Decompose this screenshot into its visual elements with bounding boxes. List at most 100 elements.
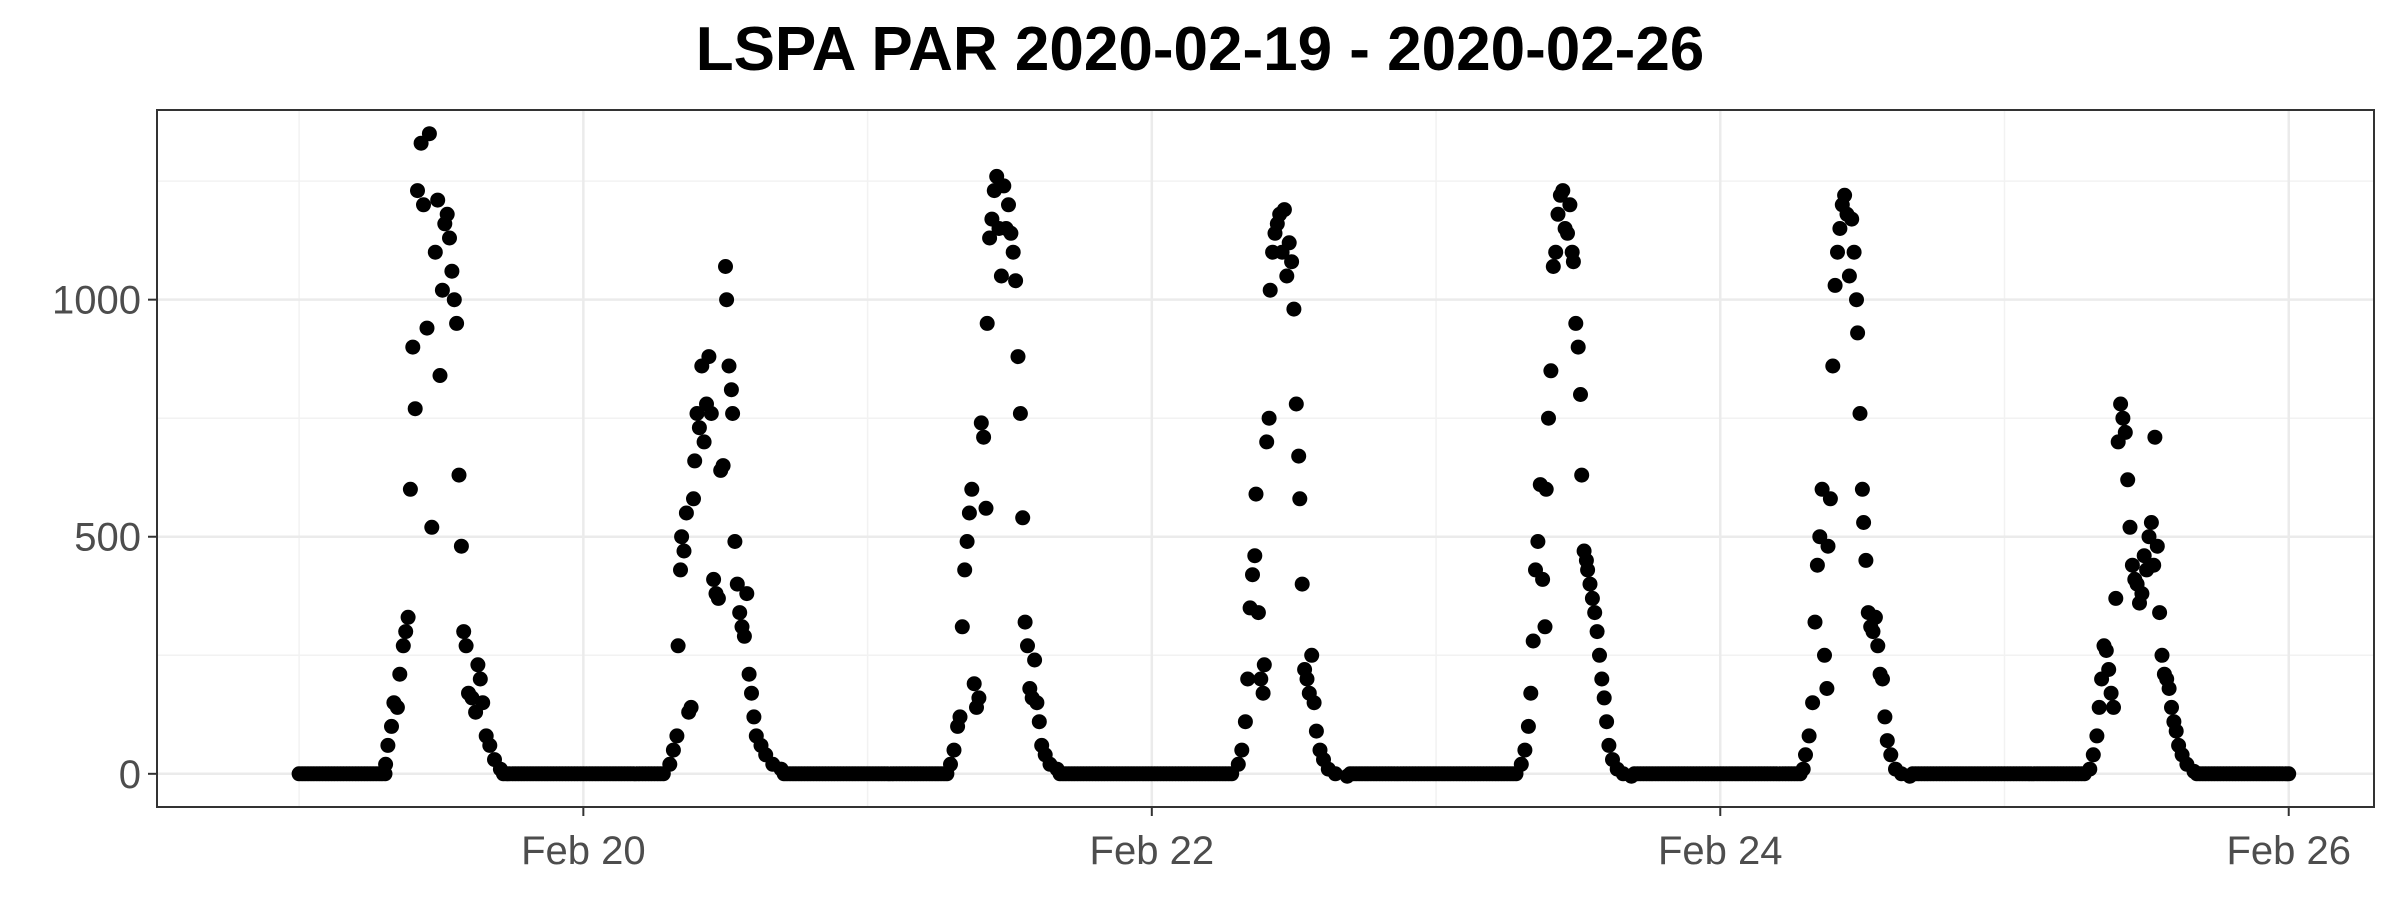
data-point (1003, 225, 1019, 241)
data-point (1530, 534, 1546, 549)
data-point (1308, 723, 1324, 739)
data-point (706, 571, 722, 587)
data-point (686, 491, 701, 507)
data-point (2146, 557, 2162, 573)
data-point (1852, 406, 1868, 421)
data-point (1234, 742, 1250, 758)
data-point (1012, 406, 1028, 421)
data-point (669, 728, 685, 744)
data-point (2147, 429, 2163, 445)
data-point (439, 206, 455, 222)
data-point (1801, 728, 1817, 744)
data-point (1008, 273, 1024, 289)
data-point (746, 709, 762, 725)
data-point (492, 761, 508, 777)
data-point (1568, 315, 1584, 331)
data-point (410, 183, 425, 199)
data-point (380, 737, 396, 753)
data-point (1538, 481, 1554, 497)
data-point (1286, 301, 1302, 317)
data-point (1248, 486, 1264, 502)
data-point (973, 415, 989, 431)
data-point (952, 709, 968, 725)
data-point (2281, 766, 2297, 782)
data-point (1015, 510, 1031, 526)
data-point (1545, 259, 1561, 274)
y-tick-label: 0 (119, 753, 141, 797)
data-point (718, 259, 733, 274)
data-point (2091, 699, 2107, 715)
data-point (1513, 756, 1529, 772)
data-point (1541, 410, 1556, 426)
data-point (1543, 363, 1559, 379)
data-point (1548, 244, 1564, 260)
data-point (1858, 552, 1874, 568)
data-point (1027, 652, 1043, 668)
chart-title: LSPA PAR 2020-02-19 - 2020-02-26 (696, 15, 1705, 84)
data-point (1841, 268, 1857, 284)
data-point (1867, 609, 1883, 625)
data-point (1820, 538, 1836, 554)
data-point (979, 315, 995, 331)
data-point (1565, 254, 1581, 270)
data-point (1555, 183, 1571, 199)
data-point (1327, 766, 1343, 782)
data-point (665, 742, 681, 758)
data-point (2101, 662, 2117, 677)
data-point (1584, 590, 1600, 606)
data-point (744, 685, 759, 701)
data-point (1879, 733, 1895, 749)
data-point (1832, 221, 1848, 236)
data-point (966, 676, 982, 692)
x-tick-label: Feb 20 (521, 829, 646, 873)
data-point (444, 263, 460, 279)
data-point (2154, 647, 2170, 663)
data-point (1237, 714, 1253, 730)
data-point (1822, 491, 1838, 507)
data-point (2152, 605, 2168, 621)
data-point (993, 268, 1009, 284)
data-point (982, 230, 998, 246)
data-point (687, 453, 703, 469)
data-point (683, 699, 699, 715)
data-point (1592, 647, 1607, 663)
data-point (1850, 325, 1866, 341)
data-point (1247, 548, 1263, 564)
data-point (2164, 699, 2179, 715)
y-axis: 0 500 1000 (52, 279, 157, 797)
data-point (1276, 202, 1292, 218)
data-point (1294, 576, 1310, 592)
data-point (398, 624, 414, 640)
data-point (384, 718, 399, 734)
data-point (1001, 197, 1016, 213)
data-point (2113, 396, 2129, 412)
data-point (1031, 714, 1047, 730)
x-tick-label: Feb 22 (1090, 829, 1215, 873)
data-point (739, 586, 755, 602)
data-point (1830, 244, 1845, 260)
data-point (691, 420, 707, 436)
data-point (1288, 396, 1304, 412)
data-point (701, 349, 717, 365)
data-point (434, 282, 450, 298)
data-point (1846, 244, 1862, 260)
data-point (670, 638, 686, 654)
data-point (689, 406, 705, 421)
data-point (424, 519, 440, 535)
data-point (1825, 358, 1841, 374)
data-point (1240, 671, 1256, 687)
data-point (959, 534, 975, 549)
data-point (449, 315, 465, 331)
x-tick-label: Feb 24 (1658, 829, 1783, 873)
data-point (725, 406, 741, 421)
minor-gridlines (157, 110, 2374, 807)
data-point (673, 562, 688, 578)
data-point (1291, 448, 1307, 464)
data-point (976, 429, 992, 445)
data-point (1250, 605, 1266, 621)
data-point (432, 368, 448, 383)
data-point (1550, 206, 1566, 222)
data-point (996, 178, 1012, 194)
data-point (1537, 619, 1553, 635)
data-point (1594, 671, 1610, 687)
